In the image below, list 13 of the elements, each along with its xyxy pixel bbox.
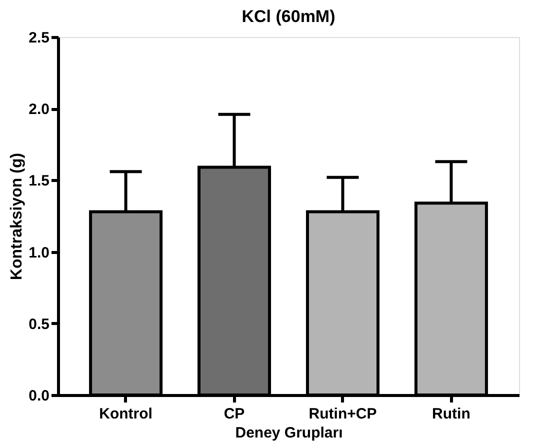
x-tick-label: Rutin+CP bbox=[308, 406, 377, 422]
x-tick-label: Kontrol bbox=[99, 406, 152, 422]
y-tick-label: 2.0 bbox=[28, 101, 50, 118]
y-tick-label: 0.5 bbox=[28, 316, 50, 333]
y-axis-title: Kontraksiyon (g) bbox=[8, 152, 26, 280]
x-axis-title: Deney Grupları bbox=[235, 424, 343, 442]
x-tick-label: Rutin bbox=[432, 406, 470, 422]
y-tick-label: 1.0 bbox=[28, 244, 50, 262]
y-tick-label: 2.5 bbox=[28, 30, 50, 46]
y-tick-label: 0.0 bbox=[28, 388, 50, 404]
chart-title: KCl (60mM) bbox=[242, 7, 336, 26]
x-tick-label: CP bbox=[224, 406, 245, 422]
y-tick-label: 1.5 bbox=[28, 172, 50, 190]
